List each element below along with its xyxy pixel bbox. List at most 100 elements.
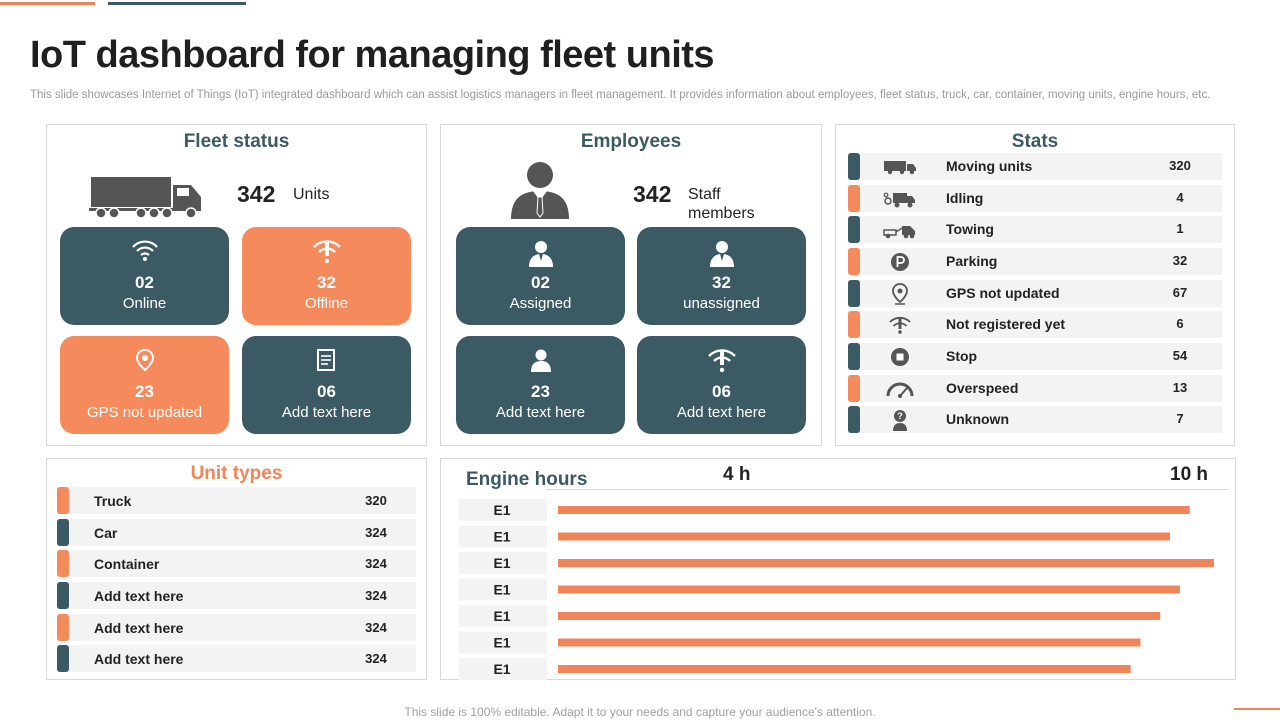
fleet-status-panel: Fleet status 342 Units 02 Online 32 Offl… bbox=[46, 124, 427, 446]
unit-label: Car bbox=[94, 525, 118, 541]
fleet-tile-add-text[interactable]: 06 Add text here bbox=[242, 336, 411, 434]
unit-row-add-text-1[interactable]: Add text here 324 bbox=[57, 582, 416, 609]
stats-row-overspeed[interactable]: Overspeed 13 bbox=[848, 375, 1222, 402]
stats-value: 7 bbox=[1176, 411, 1184, 426]
row-marker bbox=[848, 375, 860, 402]
stats-row-gps-not-updated[interactable]: GPS not updated 67 bbox=[848, 280, 1222, 307]
engine-row-label: E1 bbox=[493, 582, 510, 598]
employees-tile-value: 23 bbox=[531, 382, 550, 401]
engine-hours-bar bbox=[558, 638, 1141, 647]
employees-tile-unassigned[interactable]: 32 unassigned bbox=[637, 227, 806, 325]
stats-row-parking[interactable]: Parking 32 bbox=[848, 248, 1222, 275]
engine-hours-bar bbox=[558, 585, 1180, 594]
fleet-tile-gps-not-updated[interactable]: 23 GPS not updated bbox=[60, 336, 229, 434]
businessman-icon bbox=[507, 161, 573, 226]
moving-truck-icon bbox=[880, 155, 920, 178]
wifi-icon bbox=[60, 239, 229, 265]
stats-row-unknown[interactable]: ? Unknown 7 bbox=[848, 406, 1222, 433]
engine-hours-chart: E1 E1 E1 E1 E1 E1 E1 bbox=[459, 499, 1214, 680]
unit-value: 324 bbox=[365, 651, 387, 666]
stats-label: Not registered yet bbox=[946, 316, 1066, 332]
unit-types-title: Unit types bbox=[190, 463, 283, 484]
row-marker bbox=[848, 311, 860, 338]
unit-value: 324 bbox=[365, 620, 387, 635]
svg-text:?: ? bbox=[897, 411, 903, 421]
engine-row-label: E1 bbox=[493, 608, 510, 624]
engine-hours-bar bbox=[558, 559, 1214, 567]
unit-label: Truck bbox=[94, 493, 132, 509]
fleet-tile-online[interactable]: 02 Online bbox=[60, 227, 229, 325]
fleet-tile-value: 02 bbox=[135, 273, 154, 292]
stats-label: Moving units bbox=[946, 158, 1033, 174]
unit-types-panel: Unit types Truck 320 Car 324 Container 3… bbox=[46, 458, 427, 680]
stats-value: 54 bbox=[1172, 348, 1188, 363]
unit-label: Add text here bbox=[94, 651, 184, 667]
row-marker bbox=[57, 550, 69, 577]
row-marker bbox=[848, 248, 860, 275]
stats-label: Overspeed bbox=[946, 380, 1019, 396]
document-icon bbox=[242, 348, 411, 374]
engine-row-label-bg bbox=[459, 605, 547, 627]
unit-row-container[interactable]: Container 324 bbox=[57, 550, 416, 577]
fleet-tile-value: 32 bbox=[317, 273, 336, 292]
employees-tile-add-text-1[interactable]: 23 Add text here bbox=[456, 336, 625, 434]
engine-row-label-bg bbox=[459, 658, 547, 680]
engine-hours-bar bbox=[558, 532, 1170, 541]
page-subtitle: This slide showcases Internet of Things … bbox=[30, 89, 1211, 101]
stats-value: 1 bbox=[1176, 221, 1184, 236]
fleet-tile-label: Offline bbox=[304, 295, 349, 312]
fleet-status-title: Fleet status bbox=[183, 131, 290, 152]
accent-bar-bottom bbox=[1234, 708, 1280, 710]
engine-row-label-bg bbox=[459, 578, 547, 601]
location-pin-icon bbox=[60, 348, 229, 374]
stats-row-stop[interactable]: Stop 54 bbox=[848, 343, 1222, 370]
engine-hours-bar bbox=[558, 506, 1190, 514]
unit-label: Add text here bbox=[94, 588, 184, 604]
employees-tile-label: Add text here bbox=[676, 404, 767, 421]
engine-row-label: E1 bbox=[493, 529, 510, 545]
person-icon bbox=[637, 239, 806, 267]
unknown-user-icon: ? bbox=[880, 408, 920, 431]
employees-count-label: Staff members bbox=[688, 186, 755, 222]
stats-row-moving-units[interactable]: Moving units 320 bbox=[848, 153, 1222, 180]
truck-icon bbox=[89, 175, 205, 224]
row-marker bbox=[57, 519, 69, 546]
engine-row-label-bg bbox=[459, 631, 547, 654]
employees-tile-assigned[interactable]: 02 Assigned bbox=[456, 227, 625, 325]
employees-tile-value: 02 bbox=[531, 273, 550, 292]
fleet-tile-label: Online bbox=[122, 295, 167, 312]
unit-label: Container bbox=[94, 556, 160, 572]
stats-value: 67 bbox=[1172, 285, 1188, 300]
row-marker bbox=[848, 153, 860, 180]
stats-value: 6 bbox=[1176, 316, 1184, 331]
fleet-tile-offline[interactable]: 32 Offline bbox=[242, 227, 411, 325]
stats-label: GPS not updated bbox=[946, 285, 1060, 301]
unit-row-car[interactable]: Car 324 bbox=[57, 519, 416, 546]
stats-value: 32 bbox=[1172, 253, 1188, 268]
footer-note: This slide is 100% editable. Adapt it to… bbox=[404, 705, 876, 719]
engine-row-label: E1 bbox=[493, 635, 510, 651]
employees-tile-add-text-2[interactable]: 06 Add text here bbox=[637, 336, 806, 434]
fleet-tile-label: Add text here bbox=[281, 404, 372, 421]
unit-value: 324 bbox=[365, 556, 387, 571]
unit-value: 320 bbox=[365, 493, 387, 508]
employees-count: 342 bbox=[633, 181, 672, 207]
stats-label: Idling bbox=[946, 190, 984, 206]
stats-row-not-registered-yet[interactable]: Not registered yet 6 bbox=[848, 311, 1222, 338]
stats-title: Stats bbox=[1011, 131, 1059, 152]
stats-row-idling[interactable]: Idling 4 bbox=[848, 185, 1222, 212]
engine-axis-label-end: 10 h bbox=[1170, 464, 1209, 485]
engine-row-label-bg bbox=[459, 552, 547, 574]
fleet-tile-value: 06 bbox=[317, 382, 336, 401]
unit-row-add-text-2[interactable]: Add text here 324 bbox=[57, 614, 416, 641]
stats-row-towing[interactable]: Towing 1 bbox=[848, 216, 1222, 243]
stats-panel: Stats Moving units 320 Idling 4 Towing 1… bbox=[835, 124, 1235, 446]
employees-tile-label: Assigned bbox=[509, 295, 572, 312]
row-marker bbox=[848, 216, 860, 243]
unit-row-add-text-3[interactable]: Add text here 324 bbox=[57, 645, 416, 672]
page-title: IoT dashboard for managing fleet units bbox=[30, 34, 715, 76]
unit-row-truck[interactable]: Truck 320 bbox=[57, 487, 416, 514]
engine-row-label-bg bbox=[459, 525, 547, 548]
fleet-tile-value: 23 bbox=[135, 382, 154, 401]
row-marker bbox=[848, 280, 860, 307]
